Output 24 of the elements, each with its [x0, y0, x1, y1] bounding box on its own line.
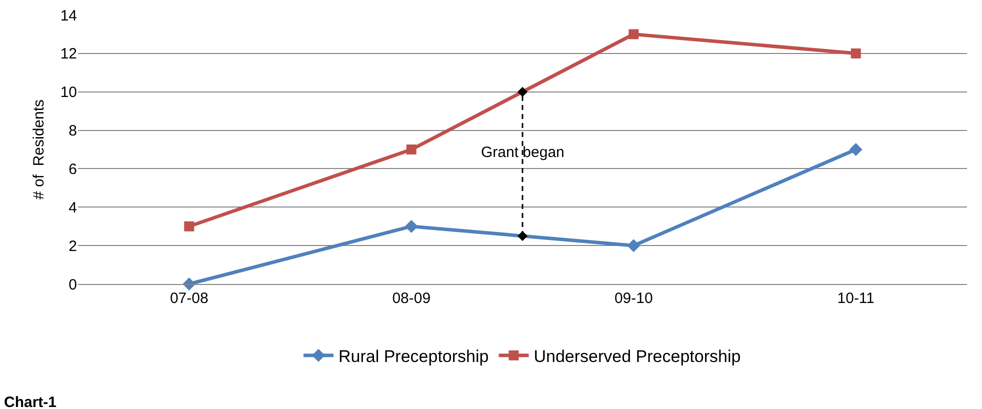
y-tick-label: 14 [60, 7, 77, 24]
point [184, 221, 194, 232]
point [627, 239, 640, 252]
y-tick-label: 12 [60, 46, 77, 63]
point [406, 144, 416, 154]
y-tick-label: 0 [68, 276, 77, 294]
point [628, 29, 639, 40]
x-tick-label: 07-08 [170, 290, 208, 307]
y-axis-title: # of Residents [30, 99, 48, 200]
point [404, 220, 418, 233]
y-tick-label: 6 [68, 160, 77, 178]
legend-label: Rural Preceptorship [338, 346, 489, 366]
y-tick-label: 8 [68, 122, 77, 140]
y-tick-label: 2 [68, 238, 77, 255]
x-tick-label: 09-10 [614, 290, 653, 307]
y-tick-label: 4 [68, 199, 77, 216]
legend-label: Underserved Preceptorship [534, 346, 741, 366]
x-tick-label: 10-11 [837, 290, 875, 307]
annotation: Grant began [481, 144, 564, 161]
point [849, 143, 862, 156]
x-tick-label: 08-09 [392, 290, 431, 307]
point [850, 48, 861, 58]
text: Chart-1 [4, 394, 57, 409]
y-tick-label: 10 [60, 84, 77, 102]
